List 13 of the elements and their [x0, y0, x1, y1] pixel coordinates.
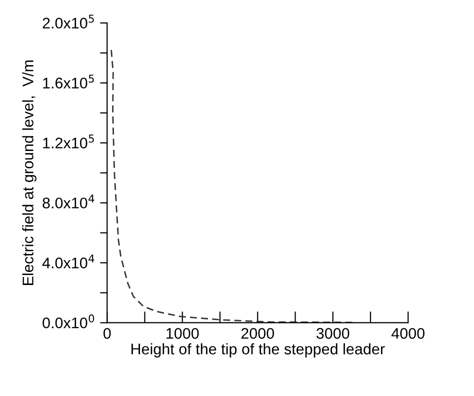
y-tick-label: 2.0x10$^{5}$ — [42, 14, 94, 29]
x-tick-label: 3000 — [316, 328, 350, 339]
y-tick-label: 8.0x10$^{4}$ — [42, 194, 94, 208]
y-axis-title: Electric field at ground level, V/m — [22, 60, 36, 285]
x-tick-label: 1000 — [166, 328, 199, 339]
y-tick-label: 4.0x10$^{4}$ — [42, 254, 94, 268]
x-tick-label: 0 — [103, 328, 111, 339]
y-tick-label: 1.6x10$^{5}$ — [43, 74, 94, 89]
y-tick-label: 1.2x10$^{5}$ — [43, 134, 94, 148]
x-tick-label: 2000 — [241, 328, 274, 339]
y-tick-label: 0.0x10$^{0}$ — [42, 314, 94, 328]
x-axis-title: Height of the tip of the stepped leader — [131, 343, 385, 358]
x-tick-label: 4000 — [391, 328, 425, 339]
